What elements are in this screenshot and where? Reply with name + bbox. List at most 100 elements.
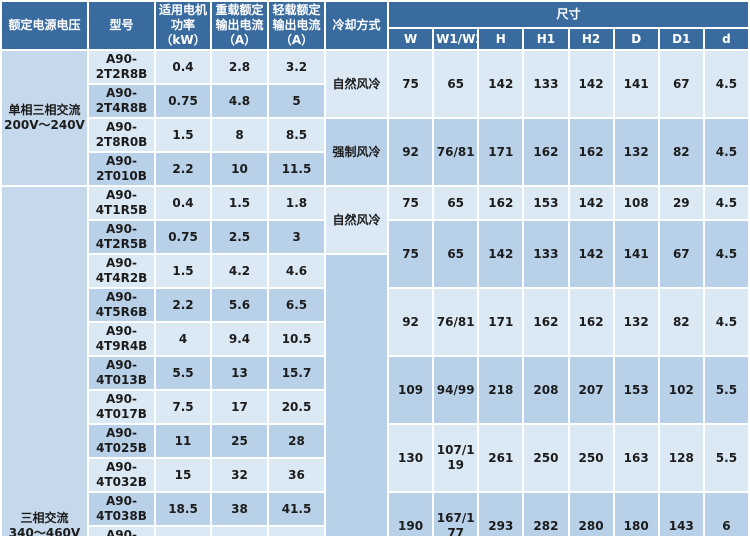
dim-w1w2-cell: 167/177 [432, 491, 480, 536]
heavy-current-cell: 38 [210, 491, 269, 527]
dim-w1w2-cell: 76/81 [432, 287, 480, 357]
dim-d1-cell: 29 [657, 185, 705, 221]
table-row: A90-4T5R6B 2.2 5.6 6.5 92 76/81 171 162 … [1, 287, 750, 357]
table-row: A90-4T9R4B 4 9.4 10.5 [1, 321, 749, 357]
dim-d-small-cell: 5.5 [702, 355, 750, 425]
dim-w-cell: 75 [386, 185, 435, 221]
dim-w-cell: 130 [386, 423, 435, 493]
dim-d-cell: 141 [612, 49, 660, 119]
dim-d1-cell: 82 [657, 117, 705, 187]
heavy-current-cell: 8 [210, 117, 269, 153]
dim-h-cell: 171 [477, 117, 525, 187]
header-dimensions: 尺寸 [387, 0, 750, 30]
dim-h-cell: 162 [477, 185, 525, 221]
light-current-cell: 8.5 [267, 117, 326, 153]
dim-w1w2-cell: 76/81 [432, 117, 480, 187]
dim-d-cell: 141 [612, 219, 660, 289]
dim-h1-cell: 153 [522, 185, 570, 221]
dim-h-cell: 218 [477, 355, 525, 425]
dim-h-cell: 261 [477, 423, 525, 493]
header-dim-d: D [612, 27, 660, 51]
header-dim-h1: H1 [522, 27, 570, 51]
light-current-cell: 3.2 [267, 49, 326, 85]
dim-h-cell: 142 [477, 49, 525, 119]
dim-d-cell: 132 [612, 117, 660, 187]
header-dim-h2: H2 [567, 27, 615, 51]
dim-w1w2-cell: 65 [432, 219, 480, 289]
power-cell: 4 [154, 321, 212, 357]
power-cell: 18.5 [154, 491, 212, 527]
header-voltage: 额定电源电压 [0, 0, 89, 51]
header-model: 型号 [87, 0, 156, 51]
dim-d-cell: 153 [612, 355, 660, 425]
dim-w1w2-cell: 107/119 [432, 423, 480, 493]
dim-h1-cell: 282 [522, 491, 570, 536]
dim-d-small-cell: 6 [702, 491, 750, 536]
dim-w-cell: 92 [386, 117, 435, 187]
header-light-current: 轻载额定 输出电流 （A） [267, 0, 326, 51]
table-row: A90-4T4R2B 1.5 4.2 4.6 强制风冷 [1, 253, 749, 536]
dim-w-cell: 190 [386, 491, 435, 536]
heavy-current-cell: 25 [210, 423, 269, 459]
dim-d-cell: 163 [612, 423, 660, 493]
dim-h1-cell: 133 [522, 49, 570, 119]
voltage-group-cell: 单相三相交流 200V～240V [0, 49, 89, 187]
power-cell: 2.2 [154, 287, 212, 323]
dim-d-small-cell: 4.5 [702, 287, 750, 357]
dim-w-cell: 75 [386, 49, 435, 119]
light-current-cell: 6.5 [267, 287, 326, 323]
power-cell: 1.5 [154, 253, 212, 289]
dim-h2-cell: 142 [567, 49, 615, 119]
dim-h-cell: 293 [477, 491, 525, 536]
model-cell: A90-2T8R0B [87, 117, 156, 153]
header-motor-power: 适用电机 功率 （kW） [154, 0, 212, 51]
dim-h2-cell: 280 [567, 491, 615, 536]
heavy-current-cell: 13 [210, 355, 269, 391]
power-cell: 22 [154, 525, 212, 536]
power-cell: 7.5 [154, 389, 212, 425]
dim-d-small-cell: 4.5 [702, 185, 750, 221]
header-heavy-current: 重载额定 输出电流 （A） [210, 0, 269, 51]
heavy-current-cell: 4.2 [210, 253, 269, 289]
dim-h-cell: 171 [477, 287, 525, 357]
dim-d1-cell: 143 [657, 491, 705, 536]
model-cell: A90-4T2R5B [87, 219, 156, 255]
dim-h2-cell: 142 [567, 219, 615, 289]
power-cell: 11 [154, 423, 212, 459]
cooling-cell: 自然风冷 [324, 49, 389, 119]
heavy-current-cell: 2.5 [210, 219, 269, 255]
table-row: A90-4T032B 15 32 36 [1, 457, 749, 493]
heavy-current-cell: 5.6 [210, 287, 269, 323]
cooling-cell: 强制风冷 [324, 117, 389, 187]
dim-d-cell: 108 [612, 185, 660, 221]
model-cell: A90-4T017B [87, 389, 156, 425]
heavy-current-cell: 32 [210, 457, 269, 493]
dim-d-cell: 132 [612, 287, 660, 357]
model-cell: A90-4T032B [87, 457, 156, 493]
dim-d-cell: 180 [612, 491, 660, 536]
power-cell: 5.5 [154, 355, 212, 391]
model-cell: A90-4T013B [87, 355, 156, 391]
power-cell: 0.4 [154, 49, 212, 85]
dim-w1w2-cell: 65 [432, 185, 480, 221]
heavy-current-cell: 10 [210, 151, 269, 187]
power-cell: 0.75 [154, 219, 212, 255]
power-cell: 2.2 [154, 151, 212, 187]
heavy-current-cell: 45 [210, 525, 269, 536]
cooling-cell: 自然风冷 [324, 185, 389, 255]
heavy-current-cell: 4.8 [210, 83, 269, 119]
light-current-cell: 5 [267, 83, 326, 119]
light-current-cell: 28 [267, 423, 326, 459]
dim-h1-cell: 162 [522, 287, 570, 357]
model-cell: A90-4T1R5B [87, 185, 156, 221]
model-cell: A90-4T9R4B [87, 321, 156, 357]
dim-w-cell: 109 [386, 355, 435, 425]
table-row: A90-4T025B 11 25 28 130 107/119 261 250 … [1, 423, 750, 493]
model-cell: A90-4T045B [87, 525, 156, 536]
dim-d-small-cell: 4.5 [702, 49, 750, 119]
light-current-cell: 49 [267, 525, 326, 536]
table-row: 单相三相交流 200V～240V A90-2T2R8B 0.4 2.8 3.2 … [0, 49, 750, 187]
power-cell: 1.5 [154, 117, 212, 153]
power-cell: 0.75 [154, 83, 212, 119]
